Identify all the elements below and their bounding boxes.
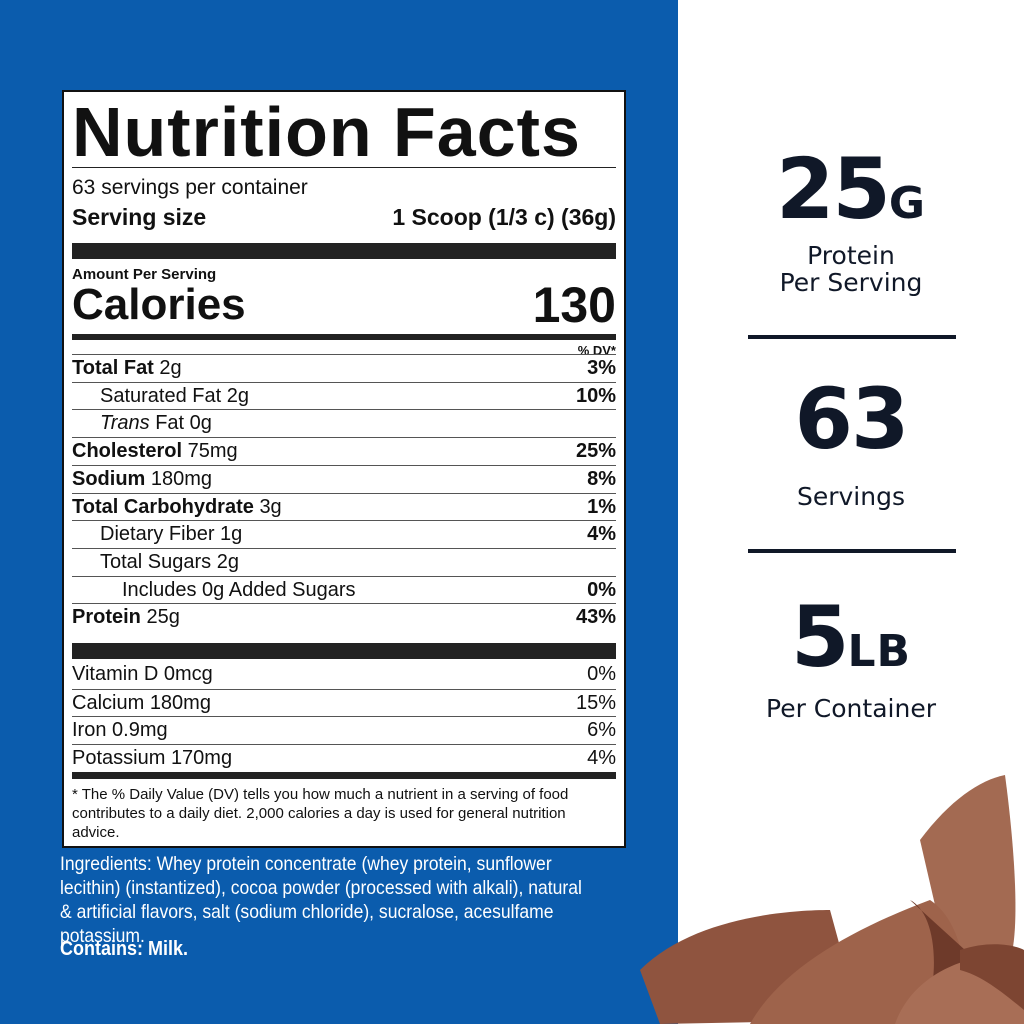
vitamin-row: Calcium 180mg 15% bbox=[72, 688, 616, 716]
nutrient-row: Includes 0g Added Sugars 0% bbox=[72, 575, 616, 603]
nutrient-row: Saturated Fat 2g 10% bbox=[72, 381, 616, 409]
divider bbox=[748, 549, 956, 553]
vitamin-row: Potassium 170mg 4% bbox=[72, 744, 616, 771]
nutrition-facts-label: Nutrition Facts 63 servings per containe… bbox=[62, 90, 626, 848]
calories-value: 130 bbox=[532, 277, 616, 333]
servings-highlight: 63 bbox=[794, 370, 910, 468]
serving-size-label: Serving size bbox=[72, 204, 207, 230]
vitamin-row: Vitamin D 0mcg 0% bbox=[72, 663, 616, 685]
protein-highlight: 25G bbox=[775, 140, 927, 238]
weight-caption: Per Container bbox=[766, 694, 936, 723]
servings-per-container: 63 servings per container bbox=[72, 176, 308, 199]
nutrient-row: Total Sugars 2g bbox=[72, 547, 616, 575]
nutrient-row: Total Carbohydrate 3g 1% bbox=[72, 492, 616, 520]
chocolate-curls-image bbox=[640, 775, 1024, 1024]
allergen-statement: Contains: Milk. bbox=[60, 938, 189, 960]
nutrient-row: Cholesterol 75mg 25% bbox=[72, 437, 616, 464]
label-title: Nutrition Facts bbox=[72, 93, 581, 171]
vitamin-row: Iron 0.9mg 6% bbox=[72, 716, 616, 743]
calories-label: Calories bbox=[72, 280, 246, 329]
divider bbox=[748, 335, 956, 339]
protein-caption-1: Protein bbox=[807, 241, 895, 270]
ingredients-text: Ingredients: Whey protein concentrate (w… bbox=[60, 853, 582, 947]
serving-size-value: 1 Scoop (1/3 c) (36g) bbox=[392, 204, 616, 230]
nutrient-row: Protein 25g 43% bbox=[72, 603, 616, 630]
amount-per-serving: Amount Per Serving bbox=[72, 266, 217, 283]
nutrient-row: Dietary Fiber 1g 4% bbox=[72, 520, 616, 547]
nutrient-row: Total Fat 2g 3% bbox=[72, 354, 616, 381]
nutrient-row: Sodium 180mg 8% bbox=[72, 464, 616, 492]
dv-footnote: * The % Daily Value (DV) tells you how m… bbox=[72, 786, 569, 841]
protein-caption-2: Per Serving bbox=[779, 268, 923, 297]
servings-caption: Servings bbox=[796, 482, 905, 511]
weight-highlight: 5LB bbox=[790, 588, 912, 686]
nutrient-row: Trans Fat 0g bbox=[72, 409, 616, 436]
